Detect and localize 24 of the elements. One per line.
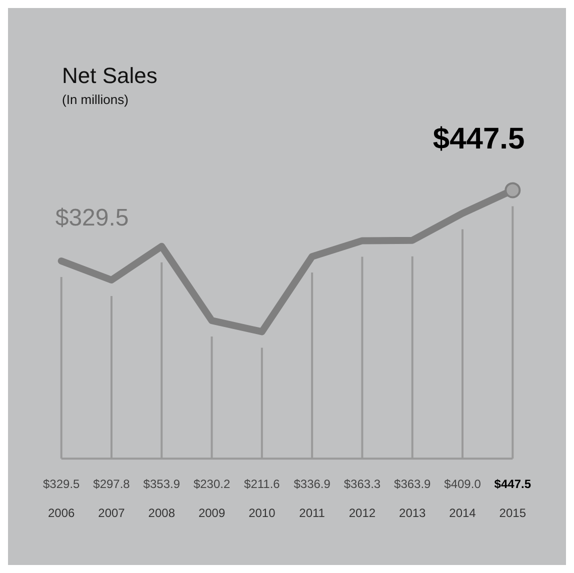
x-tick-label: 2006: [48, 506, 76, 520]
x-tick-label: 2011: [299, 506, 326, 520]
x-tick-label: 2012: [348, 506, 376, 520]
annotation: $329.5: [55, 204, 129, 232]
x-tick-label: 2008: [148, 506, 176, 520]
x-tick-label: 2010: [248, 506, 276, 520]
data-label: $336.9: [294, 476, 331, 491]
x-tick-label: 2009: [198, 506, 226, 520]
data-label: $230.2: [193, 476, 230, 491]
data-label: $353.9: [143, 476, 180, 491]
data-label: $363.3: [344, 476, 381, 491]
x-tick-label: 2015: [499, 506, 526, 520]
x-tick-label: 2013: [399, 506, 426, 520]
annotation: $447.5: [432, 122, 525, 156]
chart-title: Net Sales: [62, 63, 158, 88]
data-label: $297.8: [93, 476, 130, 491]
chart-subtitle: (In millions): [62, 92, 128, 107]
data-label: $409.0: [444, 476, 482, 491]
x-tick-label: 2007: [98, 506, 126, 520]
x-tick-label: 2014: [449, 506, 476, 520]
data-label: $329.5: [42, 476, 80, 491]
data-label: $211.6: [244, 476, 280, 491]
data-label: $447.5: [494, 476, 532, 491]
data-label: $363.9: [394, 476, 432, 491]
